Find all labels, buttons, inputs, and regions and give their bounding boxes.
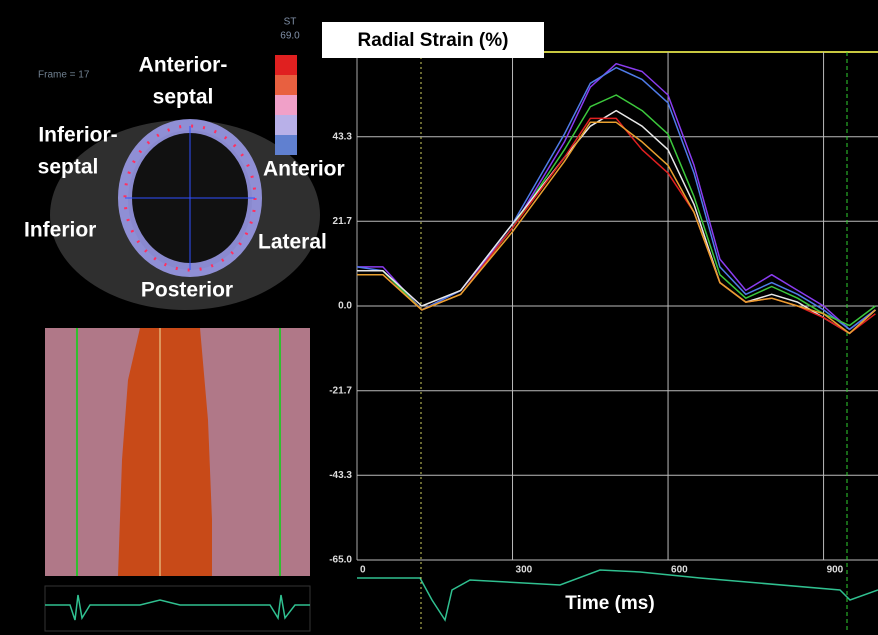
color-scale [275, 75, 297, 95]
y-tick-label: 43.3 [333, 131, 353, 142]
segment-label: Inferior- [38, 124, 117, 147]
segment-label: Inferior [24, 219, 96, 242]
x-tick-label: 300 [516, 565, 533, 576]
x-tick-label: 600 [671, 565, 688, 576]
scale-max: 69.0 [280, 31, 300, 42]
x-axis-label: Time (ms) [565, 593, 654, 614]
scale-name: ST [284, 17, 297, 28]
y-tick-label: -43.3 [329, 470, 352, 481]
title-box [322, 22, 544, 58]
segment-label: septal [38, 156, 99, 179]
segment-label: Lateral [258, 231, 327, 254]
segment-label: Anterior [263, 158, 345, 181]
chart-title: Radial Strain (%) [358, 30, 509, 51]
segment-label: Anterior- [139, 54, 228, 77]
segment-label: septal [153, 86, 214, 109]
ecg-strip [44, 585, 311, 632]
y-tick-label: -65.0 [329, 555, 352, 566]
color-scale [275, 95, 297, 115]
y-tick-label: -21.7 [329, 385, 352, 396]
color-scale [275, 135, 297, 155]
ecg-trace [45, 594, 310, 621]
segment-label: Posterior [141, 279, 233, 302]
mmode-band [118, 328, 212, 576]
series-line [357, 121, 876, 335]
mmode-panel [44, 328, 311, 632]
ecg-trace [357, 569, 878, 622]
y-tick-label: 21.7 [333, 216, 353, 227]
x-tick-label: 900 [827, 565, 844, 576]
y-tick-label: 0.0 [338, 301, 352, 312]
series-line [357, 109, 876, 335]
x-tick-label: 0 [360, 565, 366, 576]
color-scale [275, 115, 297, 135]
echo-panel: ST 69.0 Frame = 17 Anterior- septal Infe… [24, 17, 345, 310]
frame-label: Frame = 17 [38, 70, 90, 81]
